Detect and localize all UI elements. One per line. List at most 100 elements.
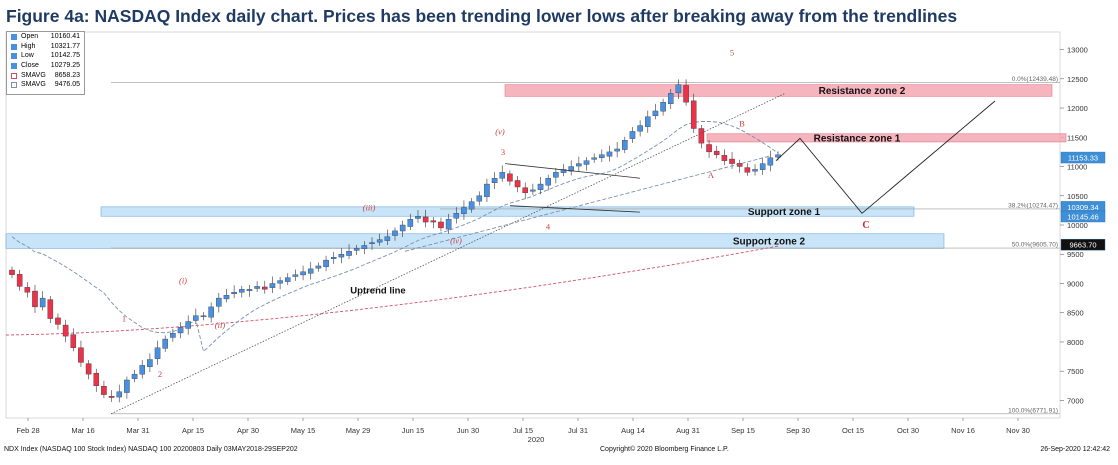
legend-value: 9476.05 xyxy=(54,81,80,89)
candle-body xyxy=(729,158,735,164)
candle-body xyxy=(576,163,582,167)
candle-body xyxy=(507,173,513,182)
candle-body xyxy=(453,213,460,219)
candle-body xyxy=(468,201,475,210)
legend-name: SMAVG xyxy=(21,81,46,89)
y-tick-label: 11500 xyxy=(1067,133,1087,142)
candle-body xyxy=(514,180,521,188)
candle-body xyxy=(32,290,38,308)
candle-body xyxy=(530,189,536,192)
channel-line xyxy=(404,155,771,252)
wedge-upper-line xyxy=(504,163,641,179)
wave-label: 4 xyxy=(546,222,551,232)
legend-name: SMAVG xyxy=(21,71,46,79)
legend-row-open: Open 10160.41 xyxy=(7,32,84,42)
candle-body xyxy=(254,286,260,289)
wave-label: (ii) xyxy=(215,320,226,330)
y-tick-label: 12000 xyxy=(1067,104,1088,113)
legend-swatch xyxy=(11,72,17,79)
candle-body xyxy=(147,359,153,367)
candle-body xyxy=(583,160,590,165)
candle-body xyxy=(139,365,145,375)
wedge-lower-line xyxy=(509,205,641,213)
candle-body xyxy=(16,274,23,287)
candle-body xyxy=(698,128,705,144)
fib-label: 100.0%(6771.91) xyxy=(1008,407,1058,414)
x-tick-label: Apr 30 xyxy=(237,426,259,435)
candle-body xyxy=(330,256,337,259)
y-tick-label: 7500 xyxy=(1067,367,1084,376)
candle-body xyxy=(216,297,222,307)
x-tick-label: May 29 xyxy=(346,426,371,435)
candle-body xyxy=(39,297,46,308)
uptrend-label: Uptrend line xyxy=(350,285,405,296)
zone-label: Support zone 1 xyxy=(748,207,821,218)
y-tick-label: 9500 xyxy=(1067,250,1084,259)
price-tag-label: 9663.70 xyxy=(1069,241,1096,250)
y-tick-label: 13000 xyxy=(1067,46,1088,55)
y-tick-label: 10000 xyxy=(1067,221,1088,230)
candle-body xyxy=(675,84,682,94)
candle-body xyxy=(361,245,368,250)
candle-body xyxy=(300,271,306,276)
x-tick-label: Mar 31 xyxy=(126,426,149,435)
legend-swatch xyxy=(11,43,17,50)
candle-body xyxy=(522,187,528,194)
candle-body xyxy=(422,216,429,223)
legend-value: 10321.77 xyxy=(50,42,80,50)
price-tag-box xyxy=(1060,210,1106,223)
candle-body xyxy=(116,391,123,398)
zone-rect xyxy=(100,206,915,217)
candle-body xyxy=(637,125,643,132)
candle-body xyxy=(706,144,712,153)
candle-body xyxy=(713,150,720,155)
footer-copyright: Copyright© 2020 Bloomberg Finance L.P. xyxy=(600,446,729,453)
wave-label: C xyxy=(862,220,869,231)
candle-body xyxy=(430,220,437,223)
y-tick-label: 10500 xyxy=(1067,192,1088,201)
candle-body xyxy=(461,207,467,214)
wave-label: 5 xyxy=(730,47,734,57)
y-tick-label: 8500 xyxy=(1067,309,1084,318)
x-tick-label: May 15 xyxy=(291,426,316,435)
candle-body xyxy=(499,172,506,179)
x-tick-label: Feb 28 xyxy=(16,426,39,435)
wave-label: 3 xyxy=(501,147,505,157)
candle-body xyxy=(369,242,375,244)
legend-swatch xyxy=(11,53,17,60)
price-tag-label: 10145.46 xyxy=(1067,212,1098,221)
candle-body xyxy=(629,131,636,139)
fib-label: 50.0%(9605.70) xyxy=(1012,242,1058,249)
x-tick-label: Aug 14 xyxy=(621,426,645,435)
x-tick-label: Nov 16 xyxy=(951,426,975,435)
candle-body xyxy=(591,157,597,160)
candle-body xyxy=(70,334,77,348)
candle-body xyxy=(744,167,751,173)
x-tick-label: Mar 16 xyxy=(71,426,94,435)
candle-body xyxy=(622,140,628,150)
uptrend-line xyxy=(110,93,786,415)
candle-body xyxy=(9,269,15,275)
candle-body xyxy=(645,116,651,127)
legend-row-smavg-slow: SMAVG 8658.23 xyxy=(7,71,84,81)
x-tick-label: Apr 15 xyxy=(182,426,204,435)
candle-body xyxy=(759,163,766,170)
candle-body xyxy=(767,157,774,166)
candle-body xyxy=(392,230,398,236)
candle-body xyxy=(614,148,620,152)
x-tick-label: Sep 30 xyxy=(786,426,810,435)
candle-body xyxy=(667,93,674,104)
price-tag-label: 11153.33 xyxy=(1068,154,1098,163)
x-tick-label: Jul 15 xyxy=(513,426,533,435)
candle-body xyxy=(353,248,360,251)
candle-body xyxy=(55,317,61,325)
candle-body xyxy=(491,178,498,184)
candle-body xyxy=(93,372,100,387)
zone-label: Support zone 2 xyxy=(733,237,806,248)
candle-body xyxy=(193,315,199,321)
candle-body xyxy=(545,178,551,186)
legend-value: 8658.23 xyxy=(54,71,80,79)
candle-body xyxy=(553,172,559,178)
wave-label: (iii) xyxy=(363,202,376,212)
